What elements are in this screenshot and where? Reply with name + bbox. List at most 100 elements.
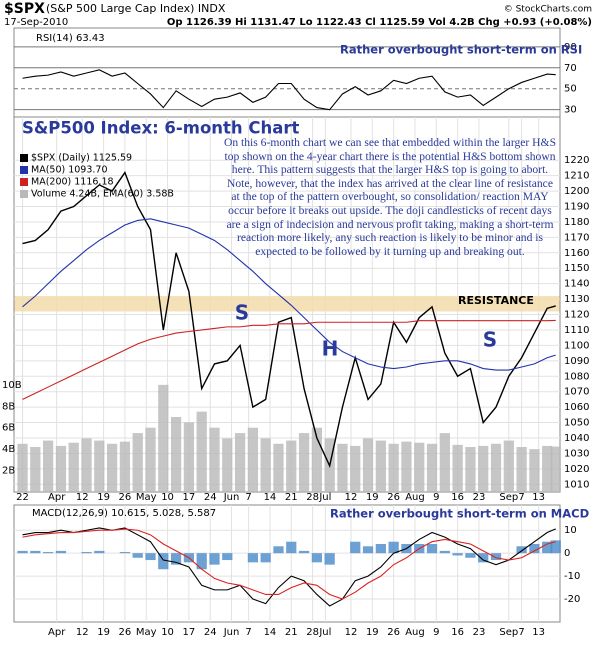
volume-bar xyxy=(209,427,220,492)
volume-bar xyxy=(132,433,143,492)
volume-bar xyxy=(516,447,527,492)
x-tick-label: 26 xyxy=(387,627,400,638)
x-tick-label: 23 xyxy=(473,492,486,503)
x-tick-label: Sep xyxy=(499,492,518,503)
volume-bar xyxy=(170,417,182,492)
x-tick-label: 14 xyxy=(264,627,277,638)
quote: Op 1126.39 Hi 1131.47 Lo 1122.43 Cl 1125… xyxy=(167,17,592,28)
x-tick-label: 7 xyxy=(518,627,524,638)
series-line xyxy=(22,171,556,468)
volume-bar xyxy=(490,443,502,492)
volume-bar xyxy=(478,445,489,492)
y-tick-label: -20 xyxy=(564,594,580,605)
x-tick-label: 7 xyxy=(245,627,251,638)
x-tick-label: 12 xyxy=(345,492,358,503)
x-tick-label: 24 xyxy=(204,492,217,503)
y-tick-label: 1210 xyxy=(564,171,589,182)
volume-bar xyxy=(542,445,553,492)
x-tick-label: 10 xyxy=(161,627,174,638)
x-tick-label: Jul xyxy=(318,627,331,638)
volume-bar xyxy=(286,440,297,492)
x-tick-label: 26 xyxy=(387,492,400,503)
y-tick-label: 1150 xyxy=(564,263,589,274)
rsi-annotation: Rather overbought short-term on RSI xyxy=(340,43,582,57)
x-tick-label: 16 xyxy=(451,627,464,638)
legend-label: $SPX (Daily) 1125.59 xyxy=(31,153,132,164)
legend-swatch xyxy=(20,190,28,198)
x-tick-label: 17 xyxy=(183,492,196,503)
macd-label: MACD(12,26,9) 10.615, 5.028, 5.587 xyxy=(32,508,216,519)
x-tick-label: 14 xyxy=(264,492,277,503)
y-tick-label: -10 xyxy=(564,571,580,582)
x-tick-label: May xyxy=(136,627,157,638)
volume-bar xyxy=(375,440,386,492)
histogram-bar xyxy=(375,544,386,554)
volume-bar xyxy=(503,440,514,492)
y-tick-label: 1020 xyxy=(564,464,589,475)
volume-bar xyxy=(465,447,476,492)
y-tick-label: 90 xyxy=(564,42,577,53)
volume-bar xyxy=(55,445,67,492)
x-tick-label: 7 xyxy=(245,492,251,503)
histogram-bar xyxy=(465,553,476,558)
histogram-bar xyxy=(247,553,258,563)
histogram-bar xyxy=(286,541,297,554)
chart-title: S&P500 Index: 6-month Chart xyxy=(22,119,300,138)
y-tick-label: 1200 xyxy=(564,186,589,197)
volume-bar xyxy=(183,422,195,492)
volume-bar xyxy=(550,446,561,492)
y-tick-label: 70 xyxy=(564,63,577,74)
volume-bar xyxy=(414,442,425,492)
volume-bar xyxy=(401,441,412,492)
y-tick-label: 1040 xyxy=(564,433,589,444)
x-tick-label: 9 xyxy=(433,492,439,503)
volume-bar xyxy=(158,384,169,492)
y-tick-label: 1080 xyxy=(564,371,589,382)
volume-bar xyxy=(247,427,258,492)
pattern-label: H xyxy=(322,337,339,361)
volume-bar xyxy=(17,443,28,492)
y2-tick-label: 2B xyxy=(2,466,15,477)
volume-bar xyxy=(362,438,374,492)
x-tick-label: 28 xyxy=(306,627,319,638)
histogram-bar xyxy=(145,553,156,561)
histogram-bar xyxy=(516,546,527,554)
y2-tick-label: 4B xyxy=(2,444,15,455)
legend-label: Volume 4.24B, EMA(60) 3.58B xyxy=(31,189,174,200)
macd-panel xyxy=(13,504,561,623)
histogram-bar xyxy=(119,552,131,554)
histogram-bar xyxy=(542,541,553,554)
x-tick-label: Aug xyxy=(405,492,425,503)
y2-tick-label: 10B xyxy=(2,380,22,391)
x-tick-label: 17 xyxy=(183,627,196,638)
x-tick-label: 13 xyxy=(532,627,545,638)
y-tick-label: 1060 xyxy=(564,402,589,413)
copyright: © StockCharts.com xyxy=(504,5,592,15)
volume-bar xyxy=(81,438,92,492)
x-tick-label: 7 xyxy=(518,492,524,503)
histogram-bar xyxy=(132,553,143,558)
x-tick-label: 12 xyxy=(76,627,89,638)
volume-bar xyxy=(388,443,399,492)
y2-tick-label: 8B xyxy=(2,401,15,412)
series-line xyxy=(22,319,556,400)
x-tick-label: 19 xyxy=(97,492,110,503)
annotation-text: On this 6-month chart we can see that em… xyxy=(223,136,557,258)
x-tick-label: May xyxy=(136,492,157,503)
pattern-label: S xyxy=(235,301,249,325)
y-tick-label: 1110 xyxy=(564,325,589,336)
histogram-bar xyxy=(55,550,67,554)
x-tick-label: 19 xyxy=(366,492,379,503)
series-line xyxy=(22,69,556,111)
histogram-bar xyxy=(550,540,561,554)
x-tick-label: 19 xyxy=(97,627,110,638)
histogram-bar xyxy=(388,541,399,554)
x-tick-label: 21 xyxy=(285,492,298,503)
x-tick-label: 16 xyxy=(451,492,464,503)
x-tick-label: 23 xyxy=(473,627,486,638)
histogram-bar xyxy=(260,553,271,563)
volume-bar xyxy=(234,433,246,492)
volume-bar xyxy=(350,445,361,492)
volume-bar xyxy=(260,438,271,492)
x-tick-label: Jun xyxy=(223,627,240,638)
